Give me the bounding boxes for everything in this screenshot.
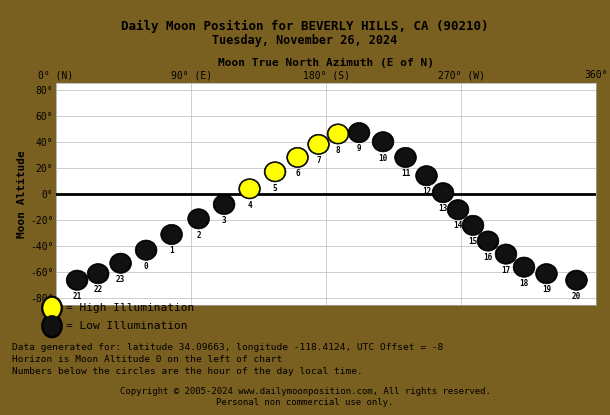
Text: 23: 23 — [116, 275, 125, 284]
Text: 16: 16 — [483, 253, 493, 262]
Ellipse shape — [565, 270, 587, 290]
Ellipse shape — [43, 298, 61, 318]
Text: Horizon is Moon Altitude 0 on the left of chart: Horizon is Moon Altitude 0 on the left o… — [12, 354, 282, 364]
Text: = Low Illumination: = Low Illumination — [66, 321, 187, 331]
Text: 5: 5 — [273, 183, 278, 193]
Ellipse shape — [373, 133, 393, 151]
Ellipse shape — [214, 194, 235, 215]
Ellipse shape — [348, 122, 370, 143]
Text: 20: 20 — [572, 292, 581, 301]
Text: 21: 21 — [73, 292, 82, 301]
Text: 3: 3 — [222, 216, 226, 225]
Text: 18: 18 — [519, 279, 529, 288]
Ellipse shape — [137, 241, 156, 259]
Ellipse shape — [309, 135, 328, 154]
Text: 9: 9 — [357, 144, 361, 154]
Text: 22: 22 — [93, 286, 102, 294]
Ellipse shape — [162, 225, 181, 244]
Ellipse shape — [328, 125, 348, 143]
Text: Data generated for: latitude 34.09663, longitude -118.4124, UTC Offset = -8: Data generated for: latitude 34.09663, l… — [12, 342, 443, 352]
Text: 0: 0 — [144, 262, 148, 271]
Ellipse shape — [513, 257, 535, 277]
Ellipse shape — [433, 183, 453, 202]
Ellipse shape — [536, 264, 558, 284]
Text: 11: 11 — [401, 169, 410, 178]
Text: = High Illumination: = High Illumination — [66, 303, 194, 313]
Text: 17: 17 — [501, 266, 511, 275]
Ellipse shape — [265, 163, 285, 181]
Ellipse shape — [327, 124, 349, 144]
Ellipse shape — [372, 132, 394, 152]
Text: 7: 7 — [316, 156, 321, 165]
Text: Daily Moon Position for BEVERLY HILLS, CA (90210): Daily Moon Position for BEVERLY HILLS, C… — [121, 20, 489, 33]
Ellipse shape — [463, 216, 483, 234]
Ellipse shape — [462, 215, 484, 235]
Ellipse shape — [111, 254, 131, 272]
Text: Numbers below the circles are the hour of the day local time.: Numbers below the circles are the hour o… — [12, 366, 363, 376]
Text: 14: 14 — [453, 222, 462, 230]
Text: 8: 8 — [336, 146, 340, 155]
Ellipse shape — [41, 296, 62, 320]
Text: 12: 12 — [422, 188, 431, 196]
Ellipse shape — [264, 162, 286, 182]
Ellipse shape — [66, 270, 88, 290]
Ellipse shape — [432, 183, 454, 203]
Text: 6: 6 — [295, 169, 300, 178]
Text: Copyright © 2005-2024 www.dailymoonposition.com, All rights reserved.: Copyright © 2005-2024 www.dailymoonposit… — [120, 386, 490, 395]
Y-axis label: Moon Altitude: Moon Altitude — [17, 150, 27, 238]
Ellipse shape — [478, 232, 498, 250]
Text: 10: 10 — [378, 154, 387, 163]
Ellipse shape — [87, 264, 109, 284]
Ellipse shape — [88, 264, 108, 283]
X-axis label: Moon True North Azimuth (E of N): Moon True North Azimuth (E of N) — [218, 58, 434, 68]
Ellipse shape — [514, 258, 534, 276]
Text: 13: 13 — [439, 205, 448, 213]
Ellipse shape — [41, 314, 62, 338]
Text: 15: 15 — [468, 237, 478, 246]
Ellipse shape — [495, 244, 517, 264]
Ellipse shape — [188, 209, 209, 229]
Ellipse shape — [396, 148, 415, 166]
Ellipse shape — [350, 124, 369, 142]
Ellipse shape — [214, 195, 234, 214]
Ellipse shape — [417, 166, 436, 185]
Ellipse shape — [448, 200, 468, 219]
Ellipse shape — [395, 147, 417, 168]
Ellipse shape — [67, 271, 87, 289]
Text: 1: 1 — [170, 246, 174, 255]
Ellipse shape — [240, 180, 259, 198]
Ellipse shape — [135, 240, 157, 260]
Ellipse shape — [160, 225, 182, 244]
Ellipse shape — [537, 264, 556, 283]
Text: 4: 4 — [247, 200, 252, 210]
Ellipse shape — [43, 315, 61, 337]
Ellipse shape — [239, 179, 260, 199]
Ellipse shape — [497, 245, 515, 263]
Ellipse shape — [447, 200, 469, 220]
Ellipse shape — [477, 231, 499, 251]
Text: 2: 2 — [196, 231, 201, 239]
Text: Tuesday, November 26, 2024: Tuesday, November 26, 2024 — [212, 34, 398, 47]
Ellipse shape — [567, 271, 586, 289]
Ellipse shape — [288, 148, 307, 166]
Ellipse shape — [307, 134, 329, 154]
Ellipse shape — [189, 210, 209, 228]
Ellipse shape — [287, 147, 309, 168]
Text: Personal non commercial use only.: Personal non commercial use only. — [217, 398, 393, 407]
Text: 19: 19 — [542, 286, 551, 294]
Ellipse shape — [415, 166, 437, 186]
Ellipse shape — [110, 253, 132, 273]
